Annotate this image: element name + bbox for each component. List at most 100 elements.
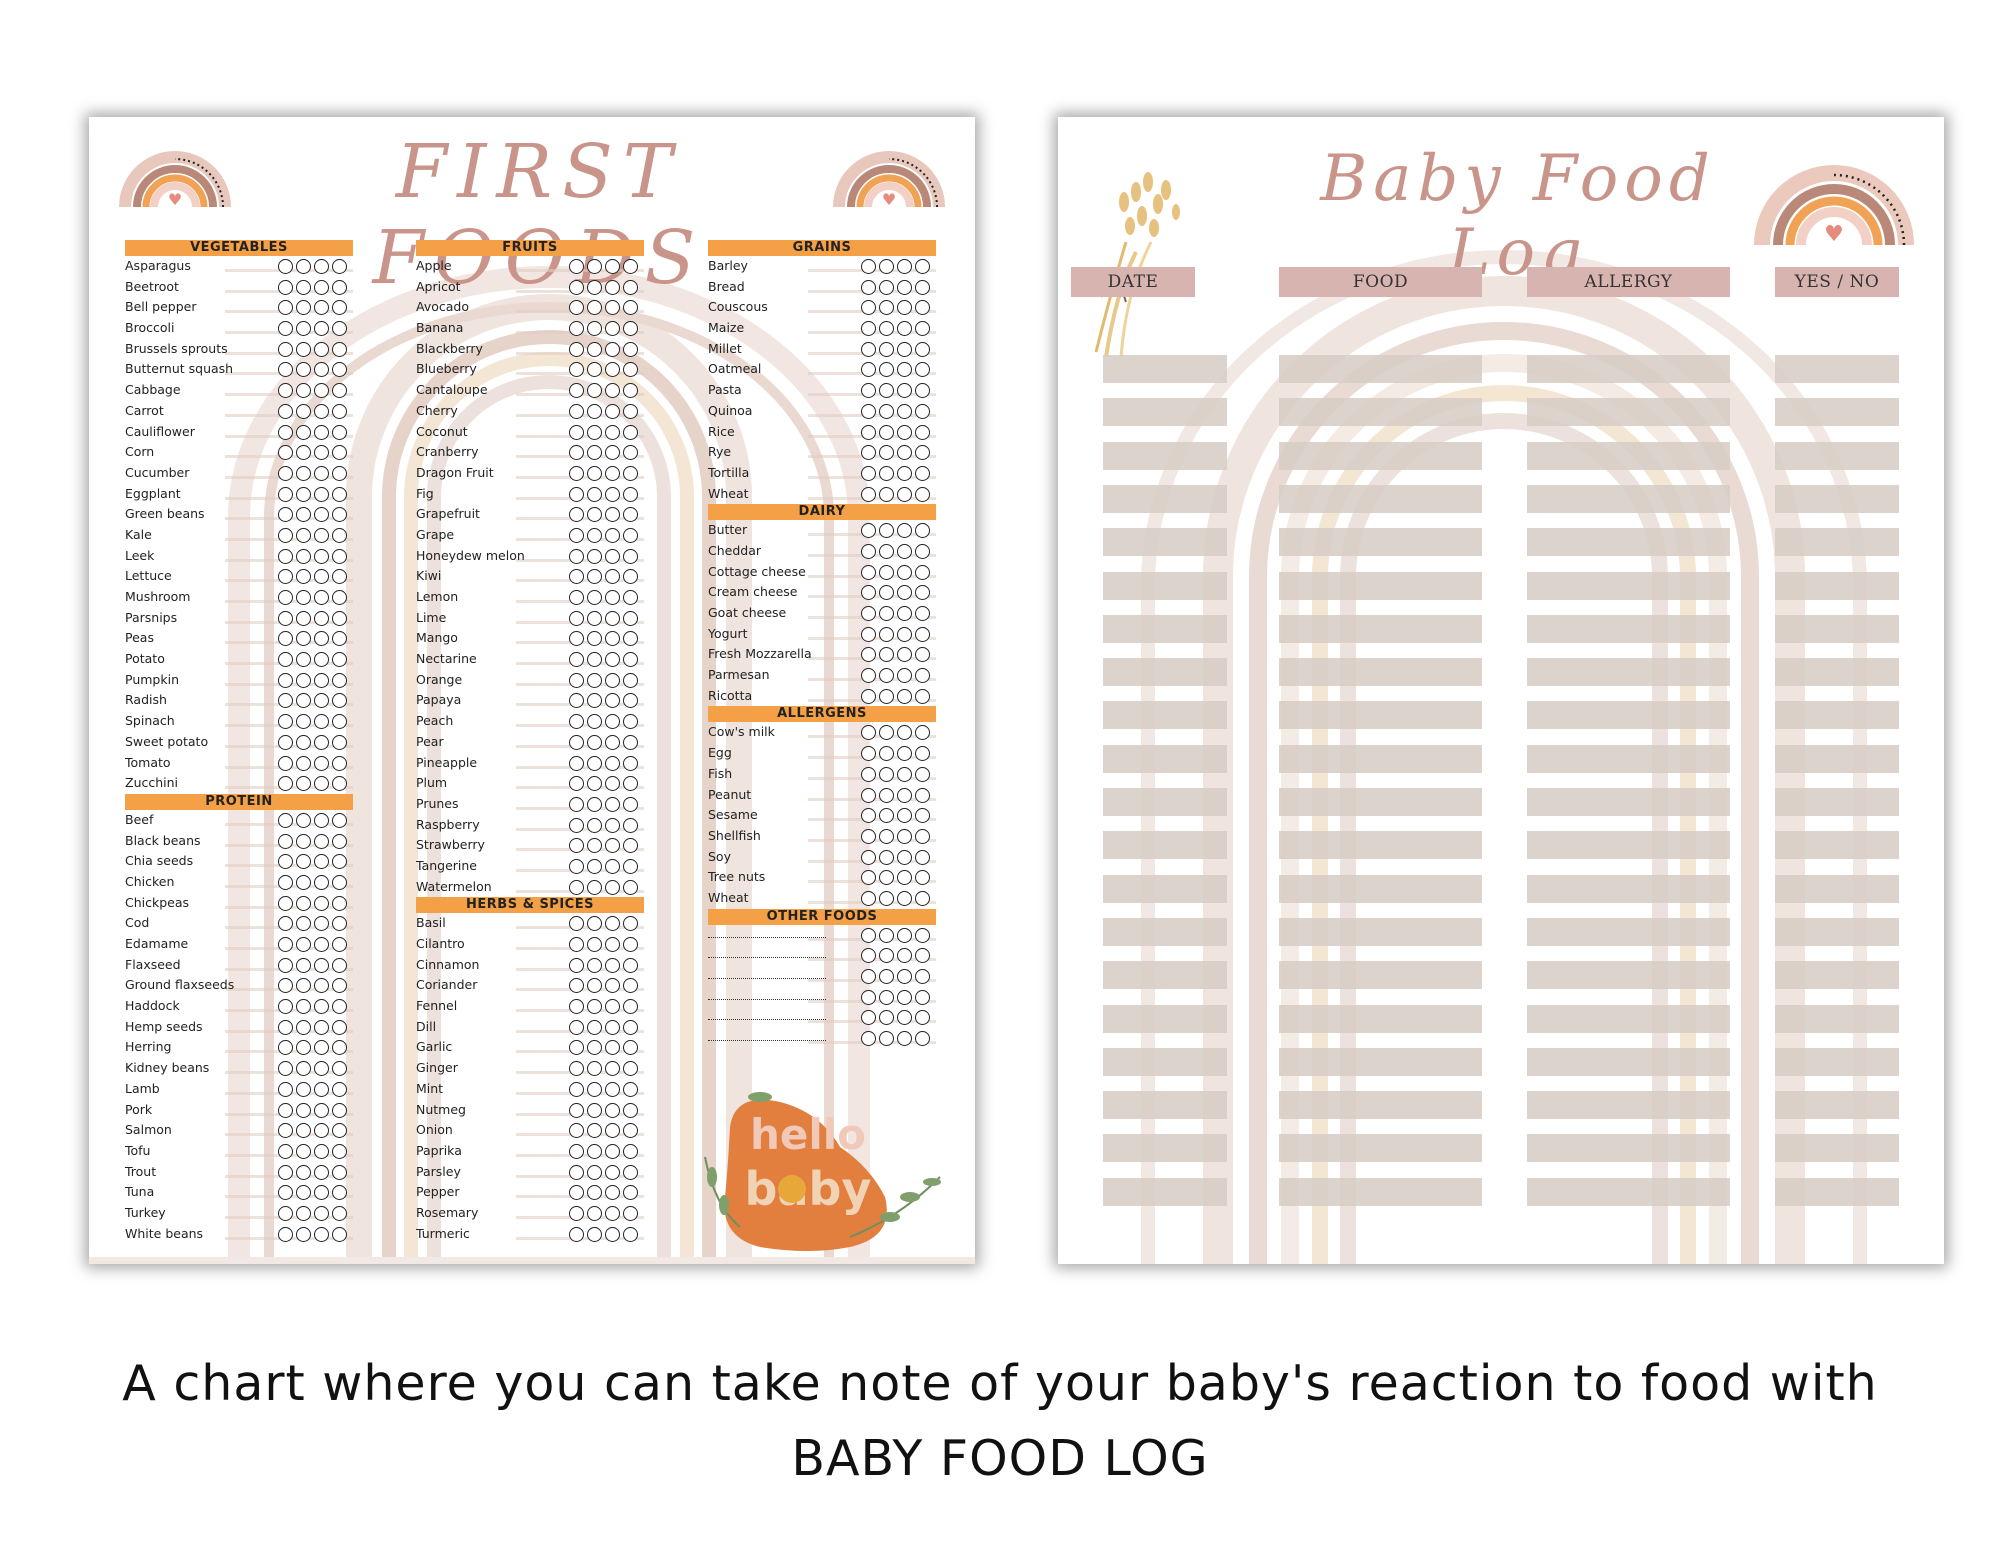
try-checkbox[interactable] bbox=[587, 1143, 602, 1159]
try-checkbox[interactable] bbox=[314, 999, 329, 1015]
try-checkbox[interactable] bbox=[605, 1164, 620, 1180]
try-checkbox[interactable] bbox=[623, 259, 638, 274]
try-checkbox[interactable] bbox=[314, 957, 329, 973]
try-checkbox[interactable] bbox=[569, 1061, 584, 1077]
try-checkbox[interactable] bbox=[296, 1226, 311, 1242]
try-checkbox[interactable] bbox=[332, 569, 347, 585]
log-yes-no-cell[interactable] bbox=[1775, 1047, 1899, 1076]
try-checkbox[interactable] bbox=[605, 507, 620, 523]
try-checkbox[interactable] bbox=[314, 259, 329, 274]
try-checkbox[interactable] bbox=[314, 895, 329, 911]
try-checkbox[interactable] bbox=[332, 1164, 347, 1180]
try-checkbox[interactable] bbox=[915, 668, 930, 684]
log-date-cell[interactable] bbox=[1103, 658, 1227, 687]
log-allergy-cell[interactable] bbox=[1527, 961, 1730, 990]
try-checkbox[interactable] bbox=[278, 631, 293, 647]
try-checkbox[interactable] bbox=[332, 1040, 347, 1056]
try-checkbox[interactable] bbox=[879, 445, 894, 461]
try-checkbox[interactable] bbox=[879, 746, 894, 762]
try-checkbox[interactable] bbox=[879, 870, 894, 886]
try-checkbox[interactable] bbox=[915, 1031, 930, 1047]
try-checkbox[interactable] bbox=[332, 300, 347, 316]
try-checkbox[interactable] bbox=[569, 937, 584, 952]
try-checkbox[interactable] bbox=[861, 486, 876, 502]
try-checkbox[interactable] bbox=[569, 776, 584, 792]
try-checkbox[interactable] bbox=[314, 854, 329, 870]
try-checkbox[interactable] bbox=[332, 590, 347, 605]
try-checkbox[interactable] bbox=[569, 755, 584, 771]
try-checkbox[interactable] bbox=[296, 590, 311, 605]
try-checkbox[interactable] bbox=[332, 1226, 347, 1242]
log-yes-no-cell[interactable] bbox=[1775, 1177, 1899, 1206]
try-checkbox[interactable] bbox=[296, 362, 311, 378]
log-allergy-cell[interactable] bbox=[1527, 917, 1730, 946]
try-checkbox[interactable] bbox=[332, 341, 347, 357]
try-checkbox[interactable] bbox=[278, 916, 293, 932]
try-checkbox[interactable] bbox=[296, 1081, 311, 1097]
try-checkbox[interactable] bbox=[605, 300, 620, 316]
try-checkbox[interactable] bbox=[332, 527, 347, 543]
try-checkbox[interactable] bbox=[296, 259, 311, 274]
try-checkbox[interactable] bbox=[915, 424, 930, 440]
try-checkbox[interactable] bbox=[879, 828, 894, 844]
try-checkbox[interactable] bbox=[278, 321, 293, 337]
try-checkbox[interactable] bbox=[605, 610, 620, 626]
try-checkbox[interactable] bbox=[296, 341, 311, 357]
try-checkbox[interactable] bbox=[861, 585, 876, 601]
try-checkbox[interactable] bbox=[587, 999, 602, 1015]
try-checkbox[interactable] bbox=[569, 383, 584, 399]
try-checkbox[interactable] bbox=[897, 543, 912, 559]
try-checkbox[interactable] bbox=[569, 403, 584, 419]
try-checkbox[interactable] bbox=[278, 1019, 293, 1035]
try-checkbox[interactable] bbox=[569, 486, 584, 502]
log-food-cell[interactable] bbox=[1279, 355, 1482, 383]
try-checkbox[interactable] bbox=[569, 527, 584, 543]
try-checkbox[interactable] bbox=[569, 321, 584, 337]
try-checkbox[interactable] bbox=[314, 1226, 329, 1242]
log-date-cell[interactable] bbox=[1103, 831, 1227, 860]
try-checkbox[interactable] bbox=[623, 1081, 638, 1097]
try-checkbox[interactable] bbox=[897, 300, 912, 316]
try-checkbox[interactable] bbox=[605, 916, 620, 932]
try-checkbox[interactable] bbox=[605, 838, 620, 854]
try-checkbox[interactable] bbox=[915, 969, 930, 984]
try-checkbox[interactable] bbox=[332, 1019, 347, 1035]
try-checkbox[interactable] bbox=[569, 279, 584, 295]
log-yes-no-cell[interactable] bbox=[1775, 355, 1899, 383]
try-checkbox[interactable] bbox=[278, 527, 293, 543]
try-checkbox[interactable] bbox=[278, 1081, 293, 1097]
try-checkbox[interactable] bbox=[879, 808, 894, 824]
try-checkbox[interactable] bbox=[587, 403, 602, 419]
try-checkbox[interactable] bbox=[296, 1102, 311, 1118]
try-checkbox[interactable] bbox=[296, 957, 311, 973]
try-checkbox[interactable] bbox=[332, 874, 347, 890]
try-checkbox[interactable] bbox=[332, 362, 347, 378]
try-checkbox[interactable] bbox=[278, 672, 293, 688]
try-checkbox[interactable] bbox=[569, 838, 584, 854]
try-checkbox[interactable] bbox=[879, 668, 894, 684]
try-checkbox[interactable] bbox=[879, 321, 894, 337]
try-checkbox[interactable] bbox=[569, 1102, 584, 1118]
try-checkbox[interactable] bbox=[879, 1010, 894, 1026]
try-checkbox[interactable] bbox=[861, 766, 876, 782]
try-checkbox[interactable] bbox=[569, 1019, 584, 1035]
try-checkbox[interactable] bbox=[861, 870, 876, 886]
try-checkbox[interactable] bbox=[605, 465, 620, 481]
try-checkbox[interactable] bbox=[314, 693, 329, 709]
try-checkbox[interactable] bbox=[897, 969, 912, 984]
try-checkbox[interactable] bbox=[587, 1040, 602, 1056]
try-checkbox[interactable] bbox=[296, 978, 311, 994]
try-checkbox[interactable] bbox=[569, 341, 584, 357]
try-checkbox[interactable] bbox=[587, 507, 602, 523]
try-checkbox[interactable] bbox=[278, 714, 293, 730]
try-checkbox[interactable] bbox=[587, 693, 602, 709]
log-yes-no-cell[interactable] bbox=[1775, 398, 1899, 427]
log-allergy-cell[interactable] bbox=[1527, 658, 1730, 687]
try-checkbox[interactable] bbox=[587, 1226, 602, 1242]
try-checkbox[interactable] bbox=[623, 858, 638, 874]
try-checkbox[interactable] bbox=[897, 647, 912, 663]
try-checkbox[interactable] bbox=[879, 424, 894, 440]
try-checkbox[interactable] bbox=[879, 362, 894, 378]
try-checkbox[interactable] bbox=[587, 1081, 602, 1097]
try-checkbox[interactable] bbox=[605, 957, 620, 973]
